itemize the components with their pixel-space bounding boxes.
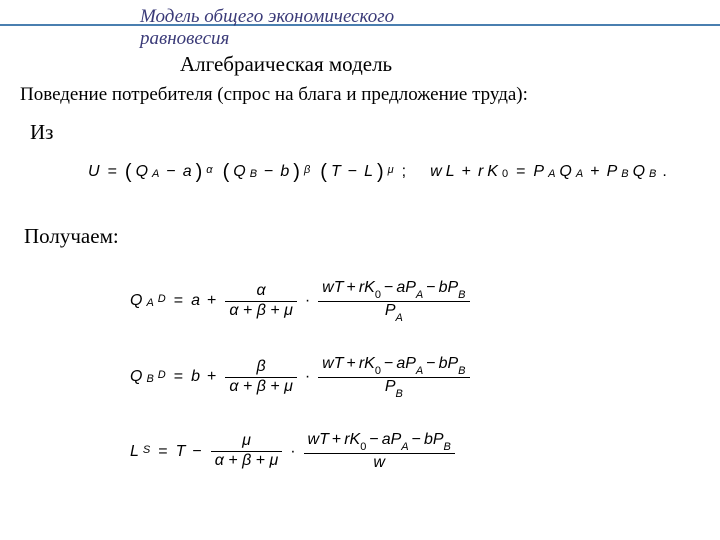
sym-U: U [88, 163, 100, 181]
frac-mu: μ α + β + μ [211, 433, 283, 470]
slide-subtitle: Алгебраическая модель [180, 52, 392, 77]
from-label: Из [30, 120, 53, 145]
equation-utility-budget: U = (QA −a)α (QB −b)β (T −L)μ ; wL + rK0… [88, 160, 667, 183]
frac-alpha: α α + β + μ [225, 283, 297, 320]
frac-qa-rhs: wT+rK0−aPA−bPB PA [318, 280, 469, 322]
equation-qb: QBD = b + β α + β + μ · wT+rK0−aPA−bPB P… [130, 356, 472, 398]
intro-text: Поведение потребителя (спрос на блага и … [20, 84, 528, 106]
title-line-2: равновесия [140, 28, 229, 49]
slide: Модель общего экономического равновесия … [0, 0, 720, 540]
get-label: Получаем: [24, 224, 119, 249]
slide-title: Модель общего экономического равновесия [140, 6, 560, 50]
equation-ls: LS = T − μ α + β + μ · wT+rK0−aPA−bPB w [130, 432, 457, 472]
title-line-1: Модель общего экономического [140, 6, 394, 27]
frac-beta: β α + β + μ [225, 359, 297, 396]
frac-qb-rhs: wT+rK0−aPA−bPB PB [318, 356, 469, 398]
equation-qa: QAD = a + α α + β + μ · wT+rK0−aPA−bPB P… [130, 280, 472, 322]
frac-ls-rhs: wT+rK0−aPA−bPB w [304, 432, 455, 472]
